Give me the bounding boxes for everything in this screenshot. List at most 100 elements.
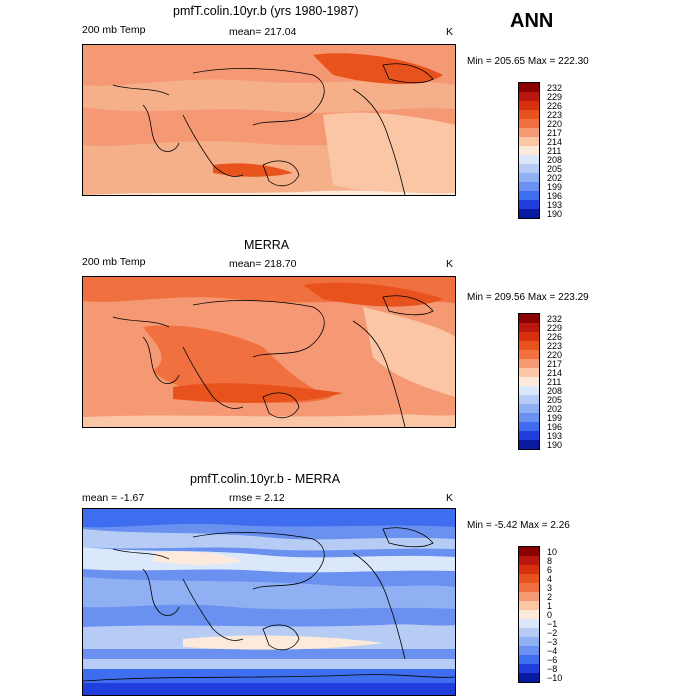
colorbar-swatch [519,101,539,110]
colorbar-swatch [519,209,539,218]
panel1-colorbar-labels: 232 229 226 223 220 217 214 211 208 205 … [547,84,562,219]
colorbar-swatch [519,422,539,431]
panel3-colorbar-labels: 10 8 6 4 3 2 1 0 −1 −2 −3 −4 −6 −8 −10 [547,548,562,683]
colorbar-swatch [519,592,539,601]
panel1-title: pmfT.colin.10yr.b (yrs 1980-1987) [173,4,359,18]
colorbar-tick-label: 196 [547,422,563,432]
panel3-title: pmfT.colin.10yr.b - MERRA [190,472,341,486]
colorbar-swatch [519,119,539,128]
colorbar-tick-label: 214 [547,137,563,147]
colorbar-swatch [519,395,539,404]
panel2-units-label: K [446,258,454,270]
colorbar-swatch [519,164,539,173]
panel1-variable-label: 200 mb Temp [82,24,146,36]
panel3-minmax: Min = -5.42 Max = 2.26 [467,520,570,531]
colorbar-swatch [519,547,539,556]
colorbar-swatch [519,137,539,146]
colorbar-swatch [519,146,539,155]
panel1-map-svg [83,45,455,195]
colorbar-swatch [519,413,539,422]
panel3-units-label: K [446,492,454,504]
colorbar-swatch [519,664,539,673]
colorbar-swatch [519,386,539,395]
colorbar-tick-label: 199 [547,182,563,192]
colorbar-swatch [519,173,539,182]
colorbar-tick-label: 8 [547,556,553,566]
colorbar-tick-label: −10 [547,673,563,683]
panel2-mean-label: mean= 218.70 [229,258,297,270]
panel2-colorbar-labels: 232 229 226 223 220 217 214 211 208 205 … [547,315,562,450]
colorbar-tick-label: −3 [547,637,558,647]
colorbar-swatch [519,155,539,164]
panel2-colorbar [518,313,540,450]
colorbar-swatch [519,637,539,646]
colorbar-swatch [519,574,539,583]
colorbar-tick-label: 196 [547,191,563,201]
panel3-rmse-label: rmse = 2.12 [229,492,285,504]
colorbar-tick-label: 190 [547,209,563,219]
panel1-units-label: K [446,26,454,38]
colorbar-swatch [519,565,539,574]
colorbar-tick-label: 190 [547,440,563,450]
colorbar-swatch [519,92,539,101]
colorbar-swatch [519,191,539,200]
colorbar-swatch [519,341,539,350]
panel1-mean-label: mean= 217.04 [229,26,297,38]
colorbar-tick-label: 205 [547,164,563,174]
colorbar-tick-label: −1 [547,619,558,629]
colorbar-tick-label: 217 [547,128,563,138]
panel2-variable-label: 200 mb Temp [82,256,146,268]
colorbar-swatch [519,323,539,332]
panel1-map [82,44,456,196]
colorbar-tick-label: 229 [547,323,563,333]
colorbar-tick-label: 223 [547,110,563,120]
colorbar-tick-label: 202 [547,173,563,183]
panel2-minmax: Min = 209.56 Max = 223.29 [467,292,589,303]
colorbar-swatch [519,182,539,191]
colorbar-tick-label: −4 [547,646,558,656]
colorbar-tick-label: 223 [547,341,563,351]
colorbar-tick-label: 232 [547,314,563,324]
colorbar-tick-label: 211 [547,377,562,387]
colorbar-swatch [519,673,539,682]
colorbar-tick-label: 6 [547,565,553,575]
colorbar-tick-label: 211 [547,146,562,156]
colorbar-swatch [519,610,539,619]
panel3-colorbar [518,546,540,683]
panel2-map [82,276,456,428]
colorbar-tick-label: 208 [547,386,563,396]
colorbar-swatch [519,404,539,413]
colorbar-tick-label: 208 [547,155,563,165]
colorbar-swatch [519,350,539,359]
colorbar-swatch [519,440,539,449]
panel2-title: MERRA [244,238,290,252]
colorbar-tick-label: 232 [547,83,563,93]
panel3-map-svg [83,509,455,695]
colorbar-swatch [519,431,539,440]
colorbar-tick-label: 202 [547,404,563,414]
colorbar-tick-label: 0 [547,610,553,620]
colorbar-swatch [519,359,539,368]
colorbar-tick-label: −2 [547,628,558,638]
colorbar-swatch [519,619,539,628]
colorbar-swatch [519,556,539,565]
colorbar-tick-label: 199 [547,413,563,423]
panel2-map-svg [83,277,455,427]
colorbar-swatch [519,655,539,664]
colorbar-swatch [519,110,539,119]
colorbar-tick-label: 229 [547,92,563,102]
panel3-mean-label: mean = -1.67 [82,492,145,504]
panel3-map [82,508,456,696]
colorbar-tick-label: 4 [547,574,553,584]
colorbar-tick-label: 2 [547,592,553,602]
colorbar-swatch [519,332,539,341]
colorbar-tick-label: 10 [547,547,558,557]
colorbar-tick-label: 226 [547,101,563,111]
colorbar-swatch [519,583,539,592]
colorbar-swatch [519,377,539,386]
colorbar-tick-label: 226 [547,332,563,342]
colorbar-tick-label: 220 [547,350,563,360]
colorbar-tick-label: 193 [547,431,563,441]
colorbar-swatch [519,200,539,209]
colorbar-tick-label: 217 [547,359,563,369]
